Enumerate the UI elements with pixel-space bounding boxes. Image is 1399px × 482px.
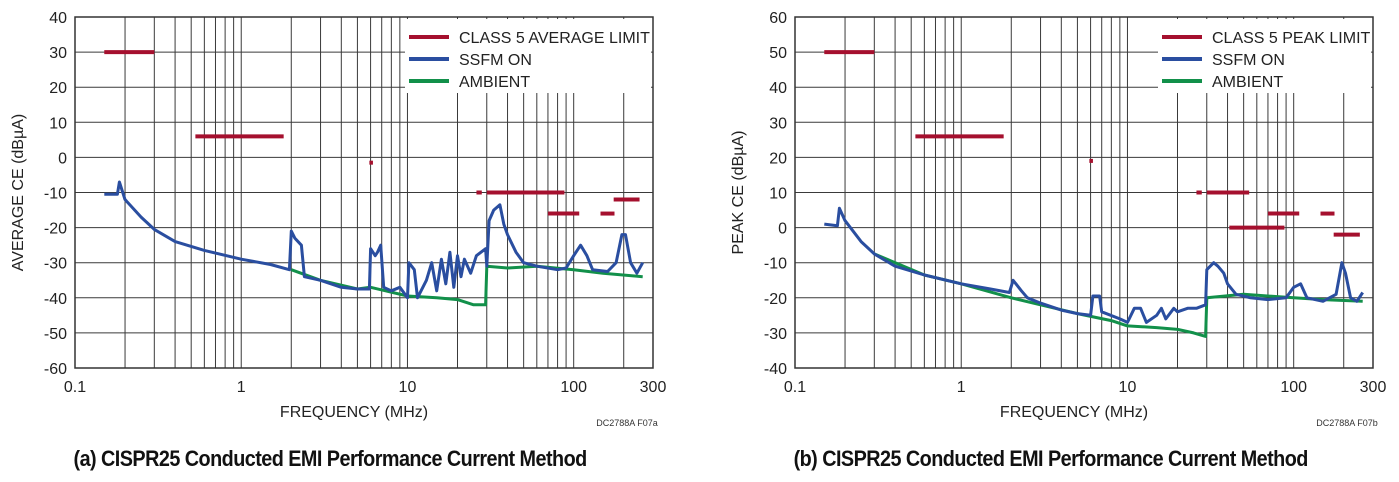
figure-code: DC2788A F07a [596, 418, 658, 428]
y-tick-label: 20 [49, 80, 67, 97]
y-tick-label: 50 [769, 45, 787, 62]
y-tick-label: -60 [44, 361, 67, 378]
y-tick-label: -40 [44, 291, 67, 308]
x-tick-label: 1 [957, 379, 966, 396]
plot-frame [74, 16, 654, 369]
y-tick-label: 60 [769, 10, 787, 27]
x-tick-label: 100 [560, 379, 587, 396]
y-tick-label: 0 [778, 221, 787, 238]
legend-label: AMBIENT [1212, 74, 1283, 91]
caption-a: (a) CISPR25 Conducted EMI Performance Cu… [73, 446, 588, 471]
legend-label: SSFM ON [1212, 52, 1285, 69]
y-tick-label: 40 [49, 10, 67, 27]
y-tick-label: 20 [769, 150, 787, 167]
x-axis-title: FREQUENCY (MHz) [280, 404, 428, 421]
x-tick-label: 0.1 [64, 379, 86, 396]
y-tick-label: -30 [764, 326, 787, 343]
series-line-ambient [290, 264, 643, 307]
y-axis-title: AVERAGE CE (dBµA) [10, 114, 27, 271]
series-line-ssfm [104, 180, 645, 300]
series-line-ssfm [824, 206, 1364, 324]
y-tick-label: 0 [58, 150, 67, 167]
x-tick-label: 1 [237, 379, 246, 396]
x-tick-label: 100 [1280, 379, 1307, 396]
legend-label: SSFM ON [459, 52, 532, 69]
series-line-ambient [873, 252, 1363, 338]
x-tick-label: 10 [1119, 379, 1137, 396]
y-tick-label: 40 [769, 80, 787, 97]
x-axis-title: FREQUENCY (MHz) [1000, 404, 1148, 421]
y-tick-label: 30 [49, 45, 67, 62]
x-tick-label: 300 [1360, 379, 1387, 396]
y-tick-label: -20 [44, 221, 67, 238]
legend-label: CLASS 5 AVERAGE LIMIT [459, 30, 650, 47]
y-tick-label: -40 [764, 361, 787, 378]
y-tick-label: -10 [44, 186, 67, 203]
y-tick-label: -30 [44, 256, 67, 273]
x-tick-label: 300 [640, 379, 667, 396]
plot-frame [794, 16, 1374, 369]
y-tick-label: 10 [769, 186, 787, 203]
legend-label: AMBIENT [459, 74, 530, 91]
y-tick-label: 10 [49, 115, 67, 132]
y-axis-title: PEAK CE (dBµA) [730, 131, 747, 255]
x-tick-label: 10 [399, 379, 417, 396]
legend-label: CLASS 5 PEAK LIMIT [1212, 30, 1371, 47]
y-tick-label: -20 [764, 291, 787, 308]
caption-b: (b) CISPR25 Conducted EMI Performance Cu… [793, 446, 1309, 471]
figure-code: DC2788A F07b [1316, 418, 1378, 428]
y-tick-label: 30 [769, 115, 787, 132]
x-tick-label: 0.1 [784, 379, 806, 396]
y-tick-label: -50 [44, 326, 67, 343]
y-tick-label: -10 [764, 256, 787, 273]
